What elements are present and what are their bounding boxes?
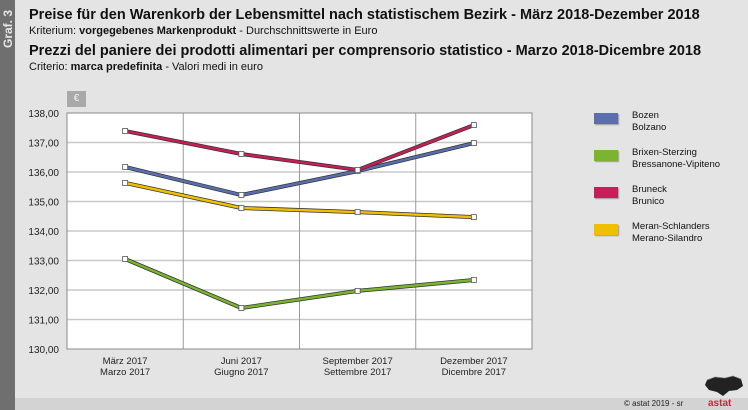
y-tick-label: 134,00 [28,227,59,238]
y-tick-label: 137,00 [28,139,59,150]
data-point [238,151,245,157]
footer-bar [15,398,748,410]
series-line-bruneck [124,123,475,172]
data-point [238,192,245,198]
legend-swatch [594,113,618,124]
data-point [122,256,129,262]
subtitle-prefix: Criterio: [29,61,71,73]
y-tick-label: 136,00 [28,168,59,179]
astat-logo-icon [705,375,743,396]
y-tick-label: 131,00 [28,316,59,327]
x-tick-label-de: März 2017 [103,356,148,367]
x-tick-label-de: Dezember 2017 [440,356,508,367]
plot-border [66,112,533,350]
legend-label: Bruneck Brunico [632,184,667,207]
legend-swatch [594,150,618,161]
legend-label: Meran-Schlanders Merano-Silandro [632,221,710,244]
x-tick-label-de: Juni 2017 [221,356,262,367]
unit-badge: € [67,91,86,107]
x-tick-label-it: Giugno 2017 [214,367,268,378]
side-strip: Graf. 3 [0,0,15,410]
data-point [354,167,361,173]
series-line-meran-schlanders [124,181,474,219]
subtitle-prefix: Kriterium: [29,25,80,37]
y-tick-label: 130,00 [28,345,59,356]
series-line-bozen [124,141,475,197]
data-point [470,140,477,146]
legend-swatch [594,187,618,198]
y-tick-label: 132,00 [28,286,59,297]
data-point [470,214,477,221]
data-point [122,164,129,170]
data-point [238,305,245,311]
y-tick-label: 133,00 [28,257,59,268]
data-point [470,122,477,128]
data-point [354,287,361,294]
data-point [470,277,477,283]
subtitle-criterion: marca predefinita [70,61,163,73]
subtitle-criterion: vorgegebenes Markenprodukt [79,25,237,37]
subtitle-suffix: - Durchschnittswerte in Euro [236,25,378,37]
y-tick-label: 138,00 [28,109,59,120]
x-tick-label-it: Settembre 2017 [324,367,392,378]
chart-title-it: Prezzi del paniere dei prodotti alimenta… [29,43,702,59]
x-tick-label-de: September 2017 [323,356,393,367]
data-point [354,209,361,216]
legend-swatch [594,224,618,235]
subtitle-suffix: - Valori medi in euro [162,61,263,73]
data-point [122,128,129,134]
y-tick-label: 135,00 [28,198,59,209]
copyright-text: © astat 2019 - sr [624,399,684,408]
chart-subtitle-de: Kriterium: vorgegebenes Markenprodukt - … [29,25,377,37]
chart-subtitle-it: Criterio: marca predefinita - Valori med… [29,61,263,73]
astat-logo-text: astat [708,398,732,409]
data-point [238,205,245,211]
legend-label: Brixen-Sterzing Bressanone-Vipiteno [632,147,721,170]
data-point [122,180,129,186]
x-tick-label-it: Dicembre 2017 [442,367,506,378]
x-tick-label-it: Marzo 2017 [100,367,150,378]
chart-title-de: Preise für den Warenkorb der Lebensmitte… [29,7,700,23]
legend-label: Bozen Bolzano [632,110,667,133]
series-line-brixen-sterzing [124,257,474,310]
